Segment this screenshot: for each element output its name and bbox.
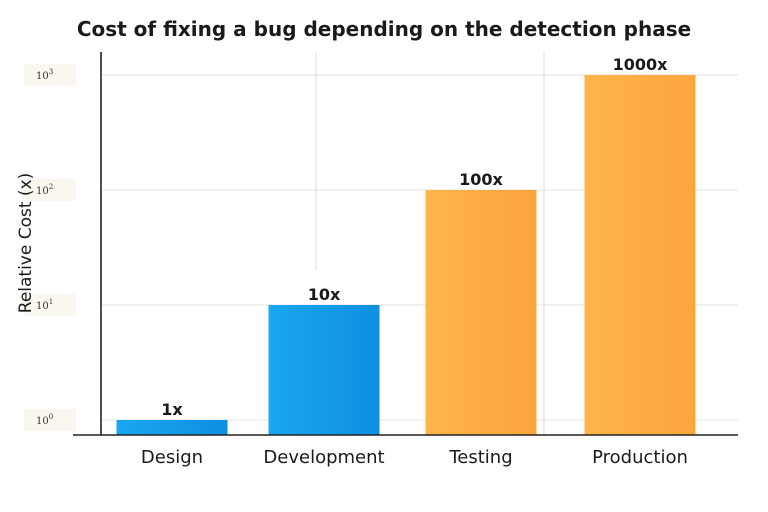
y-tick-backgrounds (24, 64, 76, 431)
data-labels: 1x 10x 100x 1000x (161, 55, 668, 419)
data-label-design: 1x (161, 400, 183, 419)
y-tick-base: 10 (36, 186, 49, 197)
x-tick-production: Production (592, 447, 688, 468)
y-tick-exponent: 2 (49, 183, 53, 191)
y-tick-exponent: 1 (49, 298, 53, 306)
y-tick-label: 100 (36, 413, 53, 427)
y-tick-background (24, 64, 76, 86)
y-tick-base: 10 (36, 416, 49, 427)
bar-production (584, 75, 696, 435)
data-label-production: 1000x (613, 55, 669, 74)
y-tick-label: 102 (36, 183, 53, 197)
y-tick-exponent: 3 (49, 68, 53, 76)
x-tick-development: Development (263, 447, 384, 468)
bar-development (268, 305, 380, 435)
data-label-development: 10x (308, 285, 341, 304)
y-tick-exponent: 0 (49, 413, 53, 421)
data-label-testing: 100x (459, 170, 503, 189)
y-tick-background (24, 409, 76, 431)
y-tick-background (24, 179, 76, 201)
y-tick-background (24, 294, 76, 316)
y-tick-label: 103 (36, 68, 53, 82)
chart-title: Cost of fixing a bug depending on the de… (77, 17, 691, 41)
y-axis-label: Relative Cost (x) (16, 173, 36, 313)
x-tick-testing: Testing (448, 447, 512, 468)
y-tick-label: 101 (36, 298, 53, 312)
y-tick-base: 10 (36, 301, 49, 312)
bar-design (116, 420, 228, 435)
y-tick-base: 10 (36, 71, 49, 82)
bars (116, 75, 696, 435)
x-tick-design: Design (141, 447, 203, 468)
bar-testing (425, 190, 537, 435)
